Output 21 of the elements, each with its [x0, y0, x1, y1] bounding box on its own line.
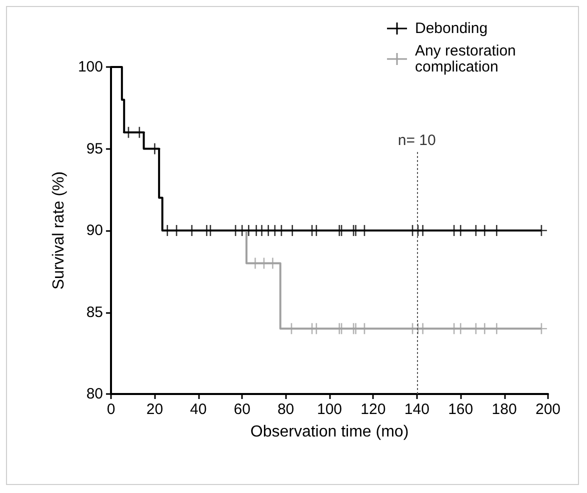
x-axis-title: Observation time (mo): [250, 424, 409, 440]
x-tick-label: 160: [448, 401, 474, 418]
y-tick-label: 80: [86, 386, 103, 402]
x-tick-label: 140: [404, 401, 430, 418]
x-tick-label: 180: [492, 401, 517, 418]
legend-label: Debonding: [415, 20, 488, 37]
y-tick-label: 100: [78, 58, 103, 76]
y-axis-title: Survival rate (%): [50, 171, 68, 290]
y-tick-label: 90: [86, 222, 103, 239]
annotation: n= 10: [398, 132, 436, 150]
y-tick-label: 95: [86, 140, 103, 158]
x-tick-label: 40: [190, 401, 207, 418]
x-tick-label: 200: [535, 401, 561, 418]
x-tick-label: 100: [316, 401, 342, 418]
x-tick-label: 120: [360, 401, 386, 418]
x-tick-label: 20: [146, 401, 164, 418]
legend-label: Any restoration complication: [415, 42, 520, 76]
x-tick-label: 80: [277, 401, 294, 418]
y-tick-label: 85: [86, 304, 103, 321]
x-tick-label: 60: [234, 401, 250, 418]
x-tick-label: 0: [106, 401, 116, 418]
